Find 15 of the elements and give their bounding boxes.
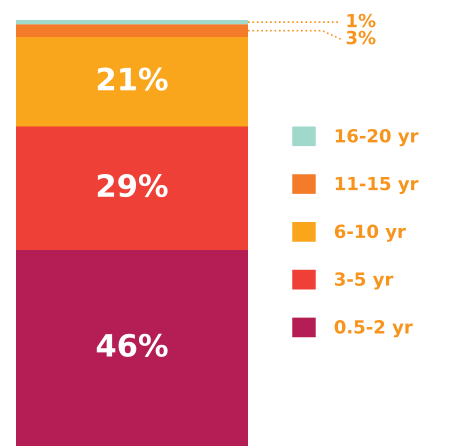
legend-label: 3-5 yr bbox=[334, 272, 394, 290]
bar bbox=[16, 20, 248, 24]
legend-label: 6-10 yr bbox=[334, 224, 406, 242]
bar bbox=[16, 24, 248, 38]
legend-label: 0.5-2 yr bbox=[334, 320, 413, 338]
legend-label: 16-20 yr bbox=[336, 128, 418, 146]
data-label: 1% bbox=[347, 14, 376, 28]
data-label: 21% bbox=[98, 68, 168, 91]
bar bbox=[16, 250, 248, 446]
data-label: 29% bbox=[98, 174, 168, 198]
bar bbox=[16, 126, 248, 250]
bar bbox=[16, 37, 248, 126]
data-label: 46% bbox=[96, 334, 168, 357]
data-label: 3% bbox=[346, 30, 376, 44]
legend-label: 11-15 yr bbox=[336, 176, 418, 194]
